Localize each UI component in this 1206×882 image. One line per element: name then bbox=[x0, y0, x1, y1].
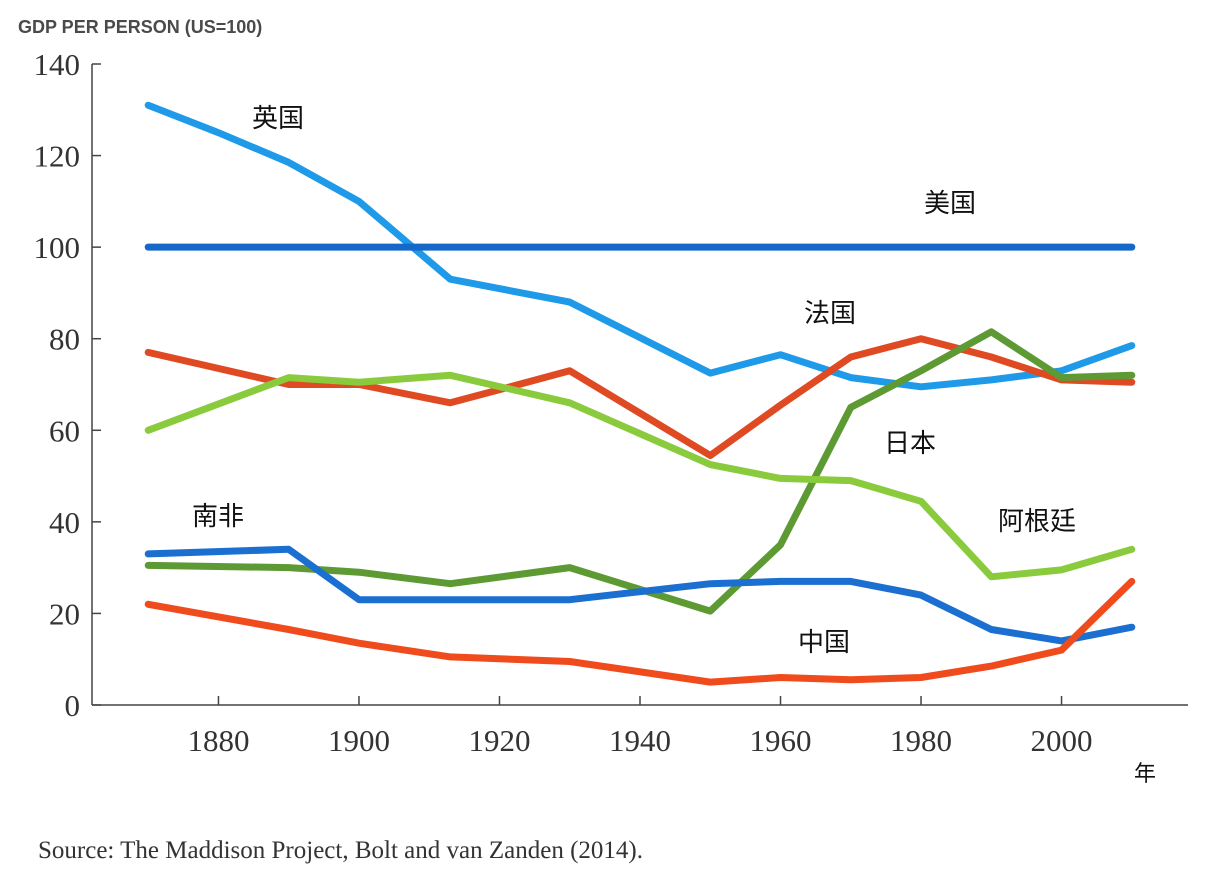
x-tick-label: 1980 bbox=[890, 723, 952, 758]
y-tick-label: 60 bbox=[49, 413, 80, 448]
series-line-0 bbox=[144, 101, 1136, 391]
source-note: Source: The Maddison Project, Bolt and v… bbox=[38, 837, 643, 864]
x-tick-label: 1960 bbox=[750, 723, 812, 758]
y-tick-label: 80 bbox=[49, 322, 80, 357]
label-uk: 英国 bbox=[252, 104, 304, 134]
x-tick-label: 1900 bbox=[328, 723, 390, 758]
label-us: 美国 bbox=[924, 189, 976, 219]
y-ticks: 0 20 40 60 80 100 120 140 bbox=[34, 47, 101, 723]
label-japan: 日本 bbox=[884, 429, 936, 459]
label-argentina: 阿根廷 bbox=[998, 507, 1076, 537]
series-group bbox=[144, 101, 1136, 686]
y-tick-label: 100 bbox=[34, 230, 81, 265]
x-tick-label: 1880 bbox=[187, 723, 249, 758]
x-tick-label: 1920 bbox=[468, 723, 530, 758]
x-axis-unit-label: 年 bbox=[1134, 762, 1156, 787]
y-tick-label: 40 bbox=[49, 505, 80, 540]
x-ticks: 1880 1900 1920 1940 1960 1980 2000 bbox=[187, 696, 1093, 758]
y-tick-label: 20 bbox=[49, 596, 80, 631]
y-tick-label: 120 bbox=[34, 139, 81, 174]
y-tick-label: 140 bbox=[34, 47, 81, 82]
series-line-2 bbox=[144, 335, 1136, 459]
axes bbox=[91, 64, 1188, 706]
label-south-africa: 南非 bbox=[192, 502, 244, 532]
series-line-4 bbox=[144, 371, 1136, 581]
x-tick-label: 1940 bbox=[609, 723, 671, 758]
series-line-6 bbox=[144, 577, 1136, 686]
y-axis-title: GDP PER PERSON (US=100) bbox=[18, 17, 262, 37]
series-line-3 bbox=[144, 328, 1136, 615]
x-tick-label: 2000 bbox=[1031, 723, 1093, 758]
label-france: 法国 bbox=[804, 299, 856, 329]
y-tick-label: 0 bbox=[65, 688, 81, 723]
label-china: 中国 bbox=[798, 628, 850, 658]
series-line-5 bbox=[144, 545, 1136, 645]
